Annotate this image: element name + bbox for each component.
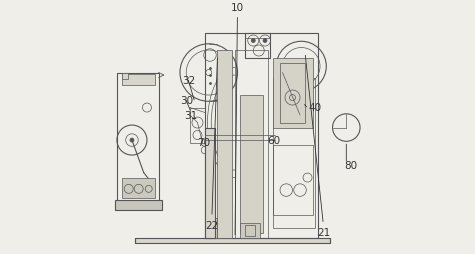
Bar	[123, 74, 128, 80]
Circle shape	[263, 39, 267, 43]
Bar	[117, 73, 159, 203]
Text: 32: 32	[182, 75, 196, 85]
Bar	[280, 63, 305, 123]
Text: 60: 60	[267, 135, 281, 145]
Text: 10: 10	[231, 3, 244, 235]
Bar	[273, 58, 313, 128]
Bar	[135, 238, 330, 243]
Text: 70: 70	[198, 137, 210, 148]
Bar	[190, 108, 205, 143]
Text: 30: 30	[180, 95, 193, 105]
Bar	[205, 218, 218, 238]
Bar	[123, 178, 155, 198]
Text: 31: 31	[184, 110, 197, 120]
Bar	[273, 146, 313, 215]
Text: 21: 21	[305, 56, 331, 237]
Text: 80: 80	[344, 160, 357, 170]
Bar	[205, 33, 317, 238]
Bar	[240, 96, 263, 233]
Text: 40: 40	[309, 103, 322, 113]
Bar	[123, 74, 155, 86]
Bar	[218, 51, 232, 238]
Bar	[245, 225, 255, 236]
Circle shape	[251, 39, 255, 43]
Circle shape	[130, 138, 134, 142]
Bar	[273, 78, 315, 228]
Bar	[245, 33, 270, 58]
Bar	[235, 51, 267, 238]
Text: 22: 22	[205, 59, 218, 230]
Bar	[240, 223, 260, 238]
Bar	[205, 128, 216, 238]
Bar	[115, 200, 162, 210]
